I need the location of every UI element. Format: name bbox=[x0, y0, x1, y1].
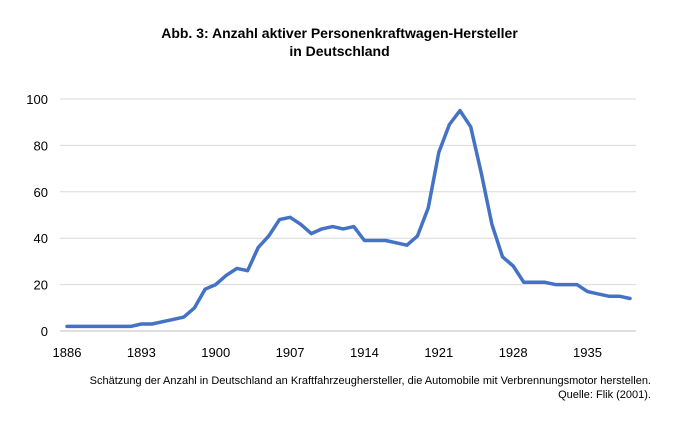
chart-title-line-2: in Deutschland bbox=[289, 43, 390, 59]
y-axis-tick-labels: 0 20 40 60 80 100 bbox=[26, 92, 48, 339]
x-tick-label-1935: 1935 bbox=[573, 345, 602, 360]
x-tick-label-1921: 1921 bbox=[424, 345, 453, 360]
y-tick-label-0: 0 bbox=[41, 324, 48, 339]
x-tick-label-1893: 1893 bbox=[127, 345, 156, 360]
chart-title: Abb. 3: Anzahl aktiver Personenkraftwage… bbox=[0, 24, 679, 60]
footnote-description: Schätzung der Anzahl in Deutschland an K… bbox=[89, 375, 651, 387]
series-layer bbox=[65, 108, 632, 329]
y-tick-label-100: 100 bbox=[26, 92, 48, 107]
y-tick-label-80: 80 bbox=[34, 138, 48, 153]
x-tick-label-1886: 1886 bbox=[53, 345, 82, 360]
footnote-source: Quelle: Flik (2001). bbox=[558, 389, 651, 401]
x-tick-label-1928: 1928 bbox=[499, 345, 528, 360]
x-tick-label-1900: 1900 bbox=[201, 345, 230, 360]
footnote: Schätzung der Anzahl in Deutschland an K… bbox=[90, 374, 651, 402]
x-axis-tick-labels: 1886 1893 1900 1907 1914 1921 1928 1935 bbox=[53, 345, 602, 360]
grid-lines bbox=[60, 98, 636, 332]
x-tick-label-1914: 1914 bbox=[350, 345, 379, 360]
y-tick-label-20: 20 bbox=[34, 278, 48, 293]
y-tick-label-40: 40 bbox=[34, 231, 48, 246]
x-tick-label-1907: 1907 bbox=[276, 345, 305, 360]
chart-title-line-1: Abb. 3: Anzahl aktiver Personenkraftwage… bbox=[161, 25, 518, 41]
series-line-0 bbox=[65, 108, 632, 329]
y-tick-label-60: 60 bbox=[34, 185, 48, 200]
